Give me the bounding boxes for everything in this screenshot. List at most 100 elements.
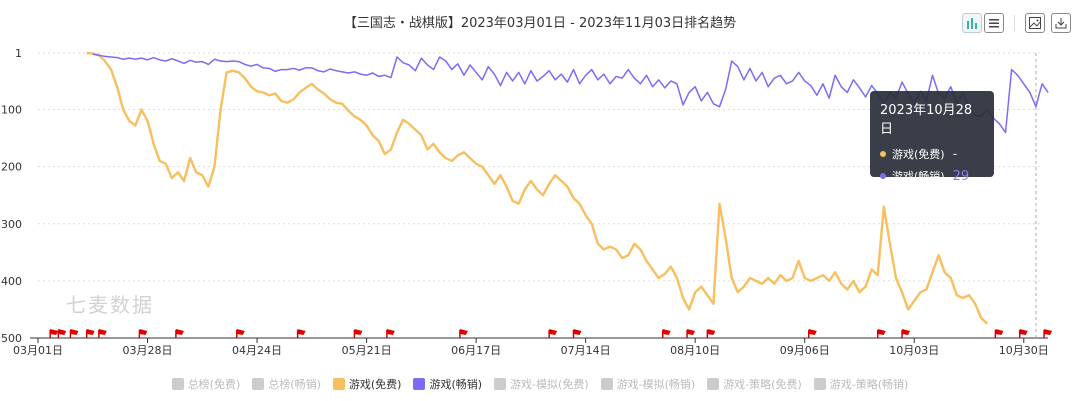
- event-flag: [994, 329, 1004, 338]
- legend-swatch: [600, 378, 613, 390]
- event-flag: [236, 329, 245, 338]
- event-flag: [706, 329, 716, 338]
- save-image-button[interactable]: [1025, 13, 1045, 33]
- flag-cloth: [1044, 329, 1053, 335]
- legend-item[interactable]: 总榜(免费): [171, 376, 240, 392]
- event-flag: [876, 329, 886, 338]
- tooltip-value: 29: [952, 168, 970, 184]
- x-tick-label: 10月30日: [999, 344, 1049, 357]
- legend-swatch: [332, 378, 345, 390]
- legend-swatch: [707, 378, 720, 390]
- y-tick-label: 1: [15, 47, 22, 60]
- flag-cloth: [139, 329, 148, 335]
- flag-cloth: [707, 329, 716, 335]
- event-flag: [49, 329, 59, 338]
- image-icon: [1029, 17, 1041, 29]
- tooltip-row-free: 游戏(免费) -: [880, 143, 984, 165]
- tooltip-dot-paid: [880, 173, 886, 179]
- x-tick-label: 09月06日: [780, 344, 830, 357]
- tooltip-dot-free: [880, 151, 886, 157]
- event-flag: [459, 329, 468, 338]
- flag-cloth: [995, 329, 1004, 335]
- legend-swatch: [171, 378, 184, 390]
- flag-cloth: [70, 329, 79, 335]
- flag-cloth: [877, 329, 886, 335]
- y-tick-label: 400: [1, 275, 22, 288]
- chart-toolbar: [956, 12, 1071, 34]
- legend-item[interactable]: 总榜(畅销): [252, 376, 321, 392]
- chart-title: 【三国志・战棋版】2023年03月01日 - 2023年11月03日排名趋势: [343, 16, 737, 31]
- list-icon: [989, 19, 999, 28]
- tooltip-series-name: 游戏(免费): [892, 148, 945, 161]
- flag-cloth: [573, 329, 582, 335]
- flag-cloth: [902, 329, 911, 335]
- flag-cloth: [86, 329, 95, 335]
- bar-chart-icon: [967, 18, 977, 29]
- y-tick-label: 300: [1, 218, 22, 231]
- tooltip-row-paid: 游戏(畅销) 29: [880, 165, 984, 187]
- flag-cloth: [236, 329, 245, 335]
- tooltip-series-name: 游戏(畅销): [892, 170, 945, 183]
- legend: 总榜(免费) 总榜(畅销) 游戏(免费) 游戏(畅销) 游戏-模拟(免费) 游戏…: [0, 376, 1080, 392]
- y-tick-label: 500: [1, 332, 22, 345]
- event-flag: [85, 329, 95, 338]
- event-flag: [686, 329, 696, 338]
- flag-cloth: [1019, 329, 1028, 335]
- flag-cloth: [687, 329, 696, 335]
- toolbar-divider: [1014, 15, 1015, 31]
- list-view-button[interactable]: [984, 13, 1004, 33]
- legend-item[interactable]: 游戏-模拟(畅销): [600, 376, 695, 392]
- event-flag: [353, 329, 363, 338]
- download-button[interactable]: [1051, 13, 1071, 33]
- legend-swatch: [494, 378, 507, 390]
- event-flag: [901, 329, 911, 338]
- flag-cloth: [459, 329, 468, 335]
- tooltip: 2023年10月28日 游戏(免费) - 游戏(畅销) 29: [870, 91, 994, 184]
- legend-item[interactable]: 游戏-模拟(免费): [494, 376, 589, 392]
- flag-cloth: [58, 329, 67, 335]
- legend-item[interactable]: 游戏(免费): [332, 376, 401, 392]
- flag-cloth: [549, 329, 558, 335]
- flag-cloth: [297, 329, 306, 335]
- event-flag: [138, 329, 148, 338]
- legend-swatch: [813, 378, 826, 390]
- flag-cloth: [50, 329, 59, 335]
- event-flag: [386, 329, 395, 338]
- flag-cloth: [98, 329, 107, 335]
- legend-swatch: [413, 378, 426, 390]
- x-tick-label: 06月17日: [451, 344, 501, 357]
- x-tick-label: 08月10日: [670, 344, 720, 357]
- event-flag: [548, 329, 558, 338]
- event-flag: [175, 329, 184, 338]
- event-flag: [1043, 329, 1053, 338]
- flag-cloth: [386, 329, 395, 335]
- legend-swatch: [252, 378, 265, 390]
- event-flag: [1018, 329, 1028, 338]
- x-axis: 03月01日 03月28日 04月24日 05月21日 06月17日 07月14日 08月1…: [13, 337, 1049, 357]
- legend-item[interactable]: 游戏-策略(免费): [707, 376, 802, 392]
- x-tick-label: 04月24日: [232, 344, 282, 357]
- x-tick-label: 05月21日: [342, 344, 392, 357]
- y-axis: 1 100 200 300 400 500: [1, 47, 22, 345]
- flag-cloth: [354, 329, 363, 335]
- event-flag: [661, 329, 671, 338]
- event-flags: [49, 329, 1053, 338]
- tooltip-title: 2023年10月28日: [880, 103, 973, 137]
- x-tick-label: 03月28日: [123, 344, 173, 357]
- event-flag: [69, 329, 79, 338]
- bar-chart-button[interactable]: [962, 13, 982, 33]
- y-tick-label: 100: [1, 104, 22, 117]
- event-flag: [57, 329, 67, 338]
- download-icon: [1055, 18, 1067, 29]
- flag-cloth: [175, 329, 184, 335]
- x-tick-label: 03月01日: [13, 344, 63, 357]
- event-flag: [808, 329, 817, 338]
- x-tick-label: 07月14日: [561, 344, 611, 357]
- flag-cloth: [662, 329, 671, 335]
- watermark: 七麦数据: [66, 293, 154, 317]
- event-flag: [296, 329, 306, 338]
- event-flag: [572, 329, 582, 338]
- legend-item[interactable]: 游戏-策略(畅销): [813, 376, 908, 392]
- legend-item[interactable]: 游戏(畅销): [413, 376, 482, 392]
